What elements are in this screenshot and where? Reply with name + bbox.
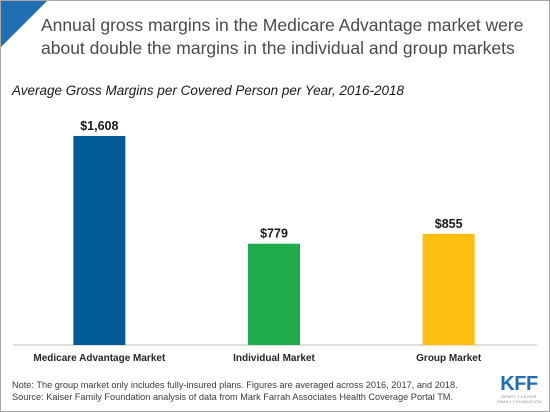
corner-accent-triangle xyxy=(1,1,47,47)
kff-logo-subtitle-2: FAMILY FOUNDATION xyxy=(496,399,542,404)
chart-title: Average Gross Margins per Covered Person… xyxy=(12,83,404,98)
bar-value-label-1: $1,608 xyxy=(80,119,118,133)
source-text: Source: Kaiser Family Foundation analysi… xyxy=(12,392,454,402)
category-label-1: Medicare Advantage Market xyxy=(33,353,166,364)
bar-2 xyxy=(248,243,300,345)
kff-logo-wordmark: KFF xyxy=(500,373,538,395)
bar-1 xyxy=(73,135,126,345)
category-label-3: Group Market xyxy=(416,353,482,364)
category-label-2: Individual Market xyxy=(233,353,315,364)
note-text: Note: The group market only includes ful… xyxy=(12,380,458,390)
bar-value-label-3: $855 xyxy=(435,217,463,231)
footnotes: Note: The group market only includes ful… xyxy=(12,379,492,403)
headline: Annual gross margins in the Medicare Adv… xyxy=(41,15,524,58)
bar-value-label-2: $779 xyxy=(260,227,288,241)
kff-logo: KFF HENRY J KAISER FAMILY FOUNDATION xyxy=(493,374,545,408)
kff-logo-subtitle-1: HENRY J KAISER xyxy=(501,394,537,399)
bar-3 xyxy=(422,233,475,345)
